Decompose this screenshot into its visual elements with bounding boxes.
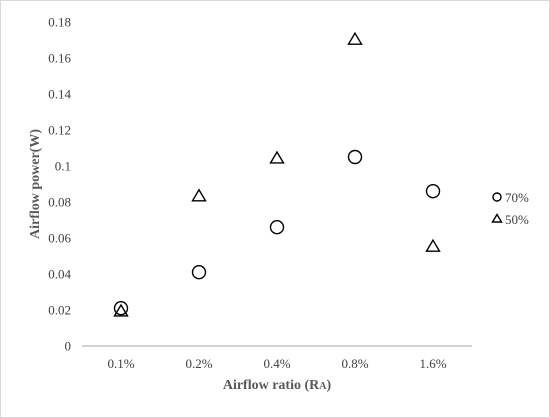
legend-marker-50 xyxy=(491,213,503,223)
y-tick-label: 0.12 xyxy=(48,123,71,138)
x-tick-label: 0.2% xyxy=(185,356,212,371)
x-axis-title-suffix: ) xyxy=(326,378,331,393)
x-tick-labels: 0.1% 0.2% 0.4% 0.8% 1.6% xyxy=(107,356,446,371)
x-tick-label: 0.4% xyxy=(263,356,290,371)
x-tick-label: 1.6% xyxy=(419,356,446,371)
data-markers xyxy=(113,31,441,317)
y-tick-label: 0.14 xyxy=(48,87,71,102)
data-point-circle xyxy=(113,301,129,316)
x-axis-title-subscript: A xyxy=(319,381,327,392)
legend: 70% 50% xyxy=(491,190,529,227)
data-point-triangle xyxy=(347,31,363,45)
data-point-circle xyxy=(425,183,441,199)
y-tick-label: 0 xyxy=(65,339,72,354)
y-tick-label: 0.02 xyxy=(48,303,71,318)
x-tick-label: 0.1% xyxy=(107,356,134,371)
data-point-circle xyxy=(347,149,363,165)
y-tick-label: 0.08 xyxy=(48,195,71,210)
legend-label-50: 50% xyxy=(505,212,529,227)
y-tick-label: 0.04 xyxy=(48,267,71,282)
y-tick-label: 0.06 xyxy=(48,231,71,246)
y-tick-label: 0.16 xyxy=(48,51,71,66)
data-point-circle xyxy=(269,219,285,235)
x-axis-title-main: Airflow ratio (R xyxy=(223,378,320,393)
y-tick-label: 0.18 xyxy=(48,15,71,30)
y-tick-labels: 0 0.02 0.04 0.06 0.08 0.1 0.12 0.14 0.16 0.18 xyxy=(48,15,71,354)
data-point-triangle xyxy=(425,238,441,252)
data-point-triangle xyxy=(269,150,285,164)
data-point-triangle xyxy=(113,303,129,317)
data-point-triangle xyxy=(191,188,207,202)
y-tick-label: 0.1 xyxy=(55,159,71,174)
legend-marker-70 xyxy=(492,192,502,202)
x-tick-label: 0.8% xyxy=(341,356,368,371)
data-point-circle xyxy=(191,265,207,280)
legend-label-70: 70% xyxy=(505,190,529,205)
x-axis-title: Airflow ratio (RA) xyxy=(223,378,332,393)
y-axis-title: Airflow power(W) xyxy=(28,129,43,239)
